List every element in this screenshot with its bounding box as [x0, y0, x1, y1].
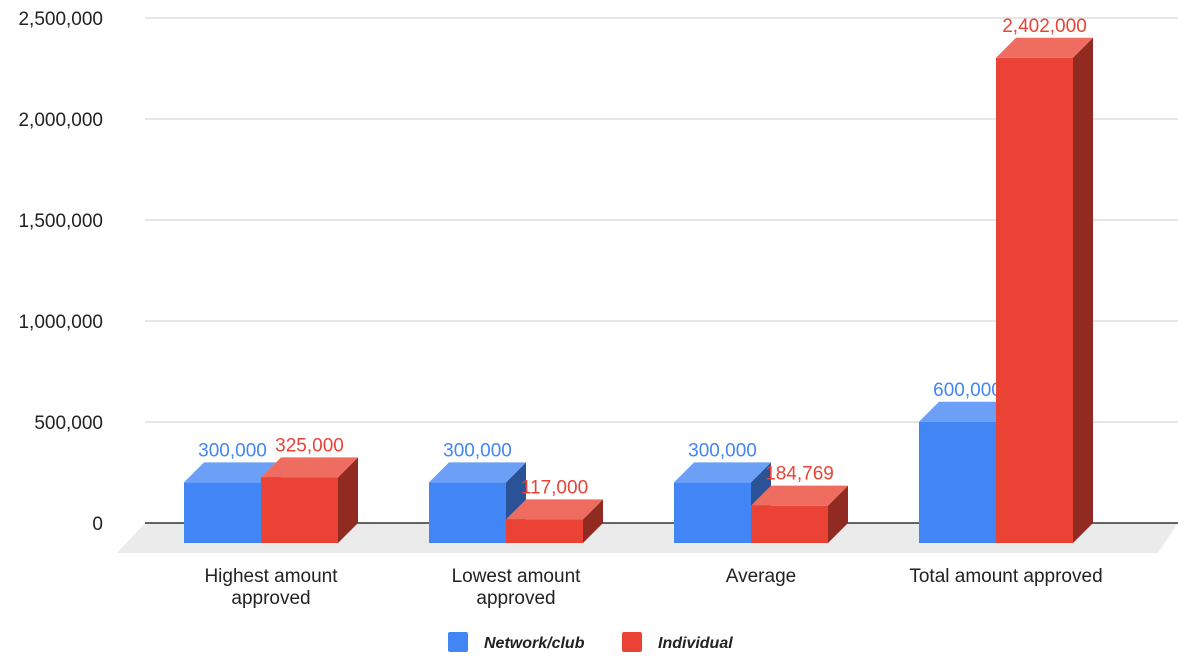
bar-individual — [261, 477, 338, 543]
data-label-network-club: 600,000 — [933, 380, 1002, 401]
category-label: Highest amount — [204, 566, 338, 587]
bar-network-club — [429, 482, 506, 543]
bar-network-club — [919, 421, 996, 543]
bar-individual — [506, 519, 583, 543]
bar-top-network-club — [674, 462, 771, 483]
category-label: Lowest amount — [452, 566, 582, 587]
legend-swatch-individual — [622, 632, 642, 652]
category-label: Average — [726, 566, 796, 587]
bar-network-club — [184, 482, 261, 543]
bar-side-individual — [1073, 37, 1093, 544]
bar-top-individual — [751, 485, 848, 506]
data-label-network-club: 300,000 — [443, 440, 512, 461]
y-tick-label: 1,000,000 — [18, 312, 103, 333]
bar-top-individual — [261, 457, 358, 478]
legend-label-network-club: Network/club — [484, 635, 585, 652]
bar-top-individual — [506, 499, 603, 520]
bar-network-club — [674, 482, 751, 543]
data-label-network-club: 300,000 — [688, 440, 757, 461]
data-label-individual: 117,000 — [521, 477, 588, 498]
y-tick-label: 2,500,000 — [18, 9, 103, 30]
y-tick-label: 1,500,000 — [18, 211, 103, 232]
bar-top-network-club — [919, 401, 1016, 422]
legend-swatch-network-club — [448, 632, 468, 652]
data-label-network-club: 300,000 — [198, 440, 267, 461]
bar-side-individual — [583, 499, 603, 543]
category-label: approved — [476, 588, 555, 609]
data-label-individual: 325,000 — [275, 435, 344, 456]
legend-label-individual: Individual — [658, 635, 733, 652]
bar-top-network-club — [184, 462, 281, 483]
y-tick-label: 500,000 — [34, 413, 103, 434]
bar-individual — [996, 57, 1073, 544]
bar-individual — [751, 505, 828, 543]
y-tick-label: 0 — [92, 514, 103, 535]
bar-side-individual — [828, 485, 848, 543]
category-label: approved — [231, 588, 310, 609]
bar-side-individual — [338, 457, 358, 543]
bar-top-network-club — [429, 462, 526, 483]
bar-top-individual — [996, 37, 1093, 58]
y-tick-label: 2,000,000 — [18, 110, 103, 131]
data-label-individual: 184,769 — [765, 464, 834, 485]
floor-plane — [117, 523, 1178, 553]
data-label-individual: 2,402,000 — [1002, 16, 1087, 37]
category-label: Total amount approved — [909, 566, 1102, 587]
